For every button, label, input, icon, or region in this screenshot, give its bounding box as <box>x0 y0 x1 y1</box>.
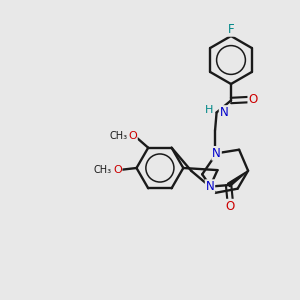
Text: O: O <box>113 165 122 175</box>
Text: N: N <box>212 147 221 160</box>
Text: F: F <box>228 23 234 36</box>
Text: O: O <box>248 93 257 106</box>
Text: N: N <box>220 106 228 119</box>
Text: N: N <box>206 180 214 193</box>
Text: H: H <box>205 105 213 115</box>
Text: O: O <box>226 200 235 213</box>
Text: O: O <box>128 131 137 141</box>
Polygon shape <box>227 171 248 187</box>
Text: CH₃: CH₃ <box>109 131 127 141</box>
Text: CH₃: CH₃ <box>93 165 111 175</box>
